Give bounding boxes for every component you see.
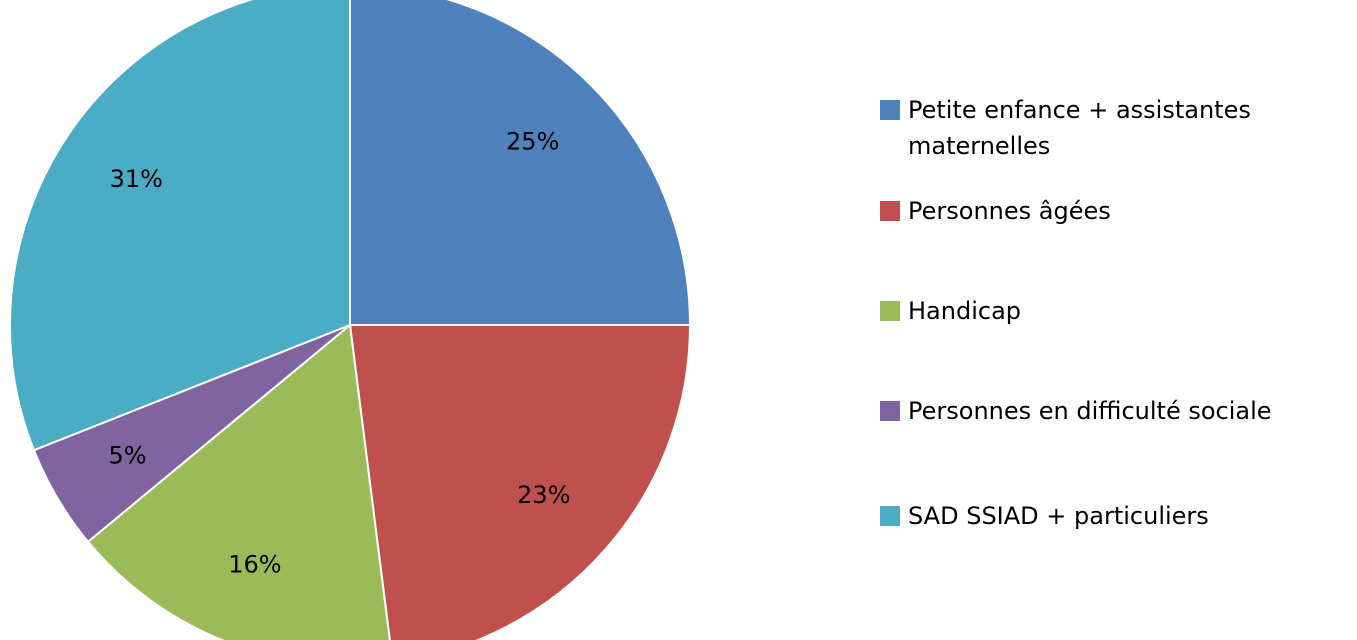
pie-slice (349, 0, 692, 326)
legend-label: Petite enfance + assistantes maternelles (908, 96, 1251, 160)
data-label: 16% (228, 550, 281, 578)
legend-item: SAD SSIAD + particuliers (880, 498, 1348, 534)
data-label: 25% (506, 127, 559, 155)
legend-item: Personnes en difficulté sociale (880, 393, 1348, 429)
legend-label: SAD SSIAD + particuliers (908, 502, 1209, 530)
legend-swatch (880, 506, 900, 526)
data-label: 23% (517, 481, 570, 509)
data-label: 31% (110, 165, 163, 193)
legend-swatch (880, 201, 900, 221)
legend-item: Personnes âgées (880, 193, 1348, 229)
pie-slice (348, 324, 692, 640)
legend-swatch (880, 401, 900, 421)
legend-label: Personnes en difficulté sociale (908, 397, 1272, 425)
legend-swatch (880, 301, 900, 321)
legend-swatch (880, 100, 900, 120)
pie-slice (86, 323, 391, 640)
pie-slice (9, 0, 351, 452)
legend-item: Petite enfance + assistantes maternelles (880, 92, 1348, 164)
legend: Petite enfance + assistantes maternelles… (880, 0, 1357, 640)
legend-item: Handicap (880, 293, 1348, 329)
legend-label: Personnes âgées (908, 197, 1111, 225)
pie-area: 25% 23% 16% 5% 31% (9, 0, 692, 640)
legend-label: Handicap (908, 297, 1022, 325)
data-label: 5% (109, 442, 147, 470)
